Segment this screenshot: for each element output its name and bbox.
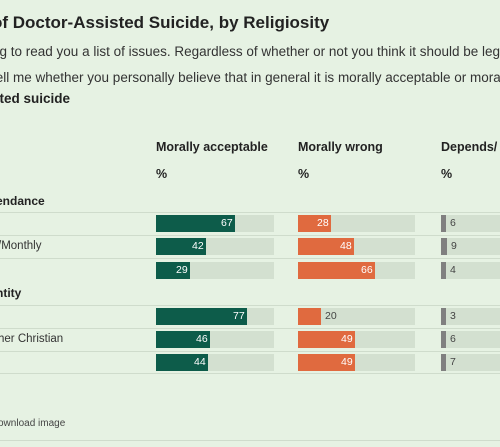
- bar-track-depends: 4: [441, 262, 500, 279]
- bar-track-wrong: 28: [298, 215, 415, 232]
- bar-track-acceptable: 29: [156, 262, 274, 279]
- row-divider: [0, 351, 500, 352]
- group-label: ntity: [0, 286, 22, 300]
- bar-value-label: 9: [451, 240, 457, 252]
- bar-value-label: 66: [361, 264, 373, 276]
- bar-wrong: [298, 262, 375, 279]
- bar-value-label: 42: [192, 240, 204, 252]
- chart-title: of Doctor-Assisted Suicide, by Religiosi…: [0, 13, 330, 32]
- bar-value-label: 3: [450, 310, 456, 322]
- bar-track-acceptable: 46: [156, 331, 274, 348]
- bar-acceptable: [156, 354, 208, 371]
- bar-value-label: 44: [194, 356, 206, 368]
- column-header-wrong: Morally wrong: [298, 140, 383, 154]
- bar-value-label: 48: [340, 240, 352, 252]
- row-divider: [0, 235, 500, 236]
- column-unit-acceptable: %: [156, 167, 168, 181]
- bar-acceptable: [156, 331, 210, 348]
- bar-depends: [441, 354, 446, 371]
- row-divider: [0, 258, 500, 259]
- row-label: /Monthly: [0, 240, 42, 252]
- bar-value-label: 20: [325, 310, 337, 322]
- bar-wrong: [298, 238, 354, 255]
- bar-track-acceptable: 42: [156, 238, 274, 255]
- bar-track-depends: 3: [441, 308, 500, 325]
- bar-track-wrong: 49: [298, 331, 415, 348]
- column-unit-depends: %: [441, 167, 453, 181]
- bar-depends: [441, 262, 446, 279]
- bar-track-acceptable: 67: [156, 215, 274, 232]
- bar-wrong: [298, 354, 355, 371]
- bar-acceptable: [156, 262, 190, 279]
- bar-value-label: 28: [317, 217, 329, 229]
- chart-subtitle-line-3: sted suicide: [0, 91, 71, 106]
- bar-wrong: [298, 215, 331, 232]
- bar-value-label: 29: [176, 264, 188, 276]
- column-header-depends: Depends/: [441, 140, 498, 154]
- bar-wrong: [298, 308, 321, 325]
- bar-track-depends: 6: [441, 331, 500, 348]
- bar-value-label: 49: [341, 333, 353, 345]
- column-header-acceptable: Morally acceptable: [156, 140, 268, 154]
- bar-value-label: 6: [450, 333, 456, 345]
- bar-acceptable: [156, 238, 206, 255]
- bar-acceptable: [156, 215, 235, 232]
- chart-subtitle-line-1: ng to read you a list of issues. Regardl…: [0, 44, 500, 59]
- bar-track-acceptable: 77: [156, 308, 274, 325]
- bar-value-label: 4: [450, 264, 456, 276]
- chart-subtitle-line-2: tell me whether you personally believe t…: [0, 70, 500, 85]
- bar-track-wrong: 20: [298, 308, 415, 325]
- bar-value-label: 77: [233, 310, 245, 322]
- bar-value-label: 49: [341, 356, 353, 368]
- bar-track-depends: 7: [441, 354, 500, 371]
- bar-value-label: 67: [221, 217, 233, 229]
- bar-depends: [441, 238, 447, 255]
- bar-depends: [441, 308, 446, 325]
- download-image-link[interactable]: ownload image: [0, 418, 66, 429]
- row-divider: [0, 373, 500, 374]
- row-divider: [0, 212, 500, 213]
- bar-track-depends: 9: [441, 238, 500, 255]
- row-label: her Christian: [0, 333, 64, 345]
- bar-track-wrong: 49: [298, 354, 415, 371]
- bar-acceptable: [156, 308, 247, 325]
- bar-wrong: [298, 331, 355, 348]
- row-divider: [0, 305, 500, 306]
- bar-value-label: 7: [450, 356, 456, 368]
- bar-track-wrong: 66: [298, 262, 415, 279]
- bar-depends: [441, 331, 446, 348]
- group-label: endance: [0, 194, 45, 208]
- bar-value-label: 6: [450, 217, 456, 229]
- bar-track-wrong: 48: [298, 238, 415, 255]
- bar-value-label: 46: [196, 333, 208, 345]
- column-unit-wrong: %: [298, 167, 310, 181]
- row-divider: [0, 328, 500, 329]
- bar-track-acceptable: 44: [156, 354, 274, 371]
- footer-rule: [0, 440, 500, 441]
- bar-depends: [441, 215, 446, 232]
- bar-track-depends: 6: [441, 215, 500, 232]
